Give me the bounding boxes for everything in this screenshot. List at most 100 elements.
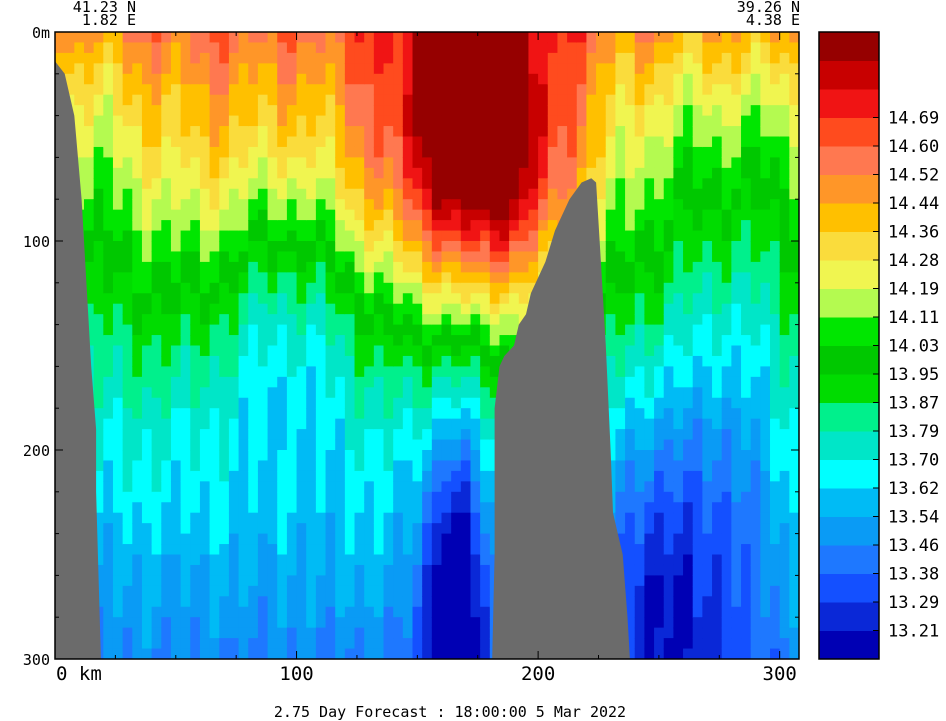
field-cell [779,126,790,138]
field-cell [93,575,104,587]
field-cell [692,408,703,420]
field-cell [112,188,124,200]
field-cell [393,648,404,659]
colorbar-swatch [819,459,879,489]
field-cell [315,178,327,190]
field-cell [209,429,220,441]
field-cell [170,94,182,106]
field-cell [393,157,404,169]
field-cell [190,32,201,44]
field-cell [393,376,404,388]
field-cell [741,303,752,315]
field-cell [654,345,665,357]
field-cell [422,502,433,514]
field-cell [151,627,162,639]
field-cell [634,84,645,96]
field-cell [267,387,278,399]
field-cell [673,73,684,85]
field-cell [402,596,414,608]
field-cell [83,303,95,315]
field-cell [625,387,636,399]
field-cell [170,564,182,576]
field-cell [779,502,790,514]
field-cell [151,32,162,44]
field-cell [277,617,288,629]
field-cell [663,293,674,305]
field-cell [509,94,520,106]
field-cell [605,105,617,117]
field-cell [132,481,143,493]
field-cell [431,314,443,326]
field-cell [712,63,723,75]
field-cell [161,136,172,148]
field-cell [112,94,124,106]
field-cell [770,324,781,336]
field-cell [238,564,249,576]
field-cell [257,335,269,347]
field-cell [760,481,771,493]
field-cell [209,32,220,44]
field-cell [393,314,404,326]
field-cell [431,199,443,211]
field-cell [412,178,423,190]
field-cell [634,617,645,629]
field-cell [228,146,240,158]
field-cell [161,335,172,347]
field-cell [393,387,404,399]
field-cell [199,523,211,535]
field-cell [460,418,472,430]
field-cell [112,596,124,608]
field-cell [412,261,423,273]
field-cell [132,272,143,284]
field-cell [683,429,694,441]
field-cell [634,220,645,232]
field-cell [325,32,336,44]
field-cell [103,199,114,211]
field-cell [489,167,501,179]
field-cell [161,648,172,659]
field-cell [634,272,645,284]
field-cell [209,293,220,305]
field-cell [683,167,694,179]
field-cell [228,418,240,430]
field-cell [499,63,510,75]
field-cell [306,94,317,106]
field-cell [663,397,674,409]
field-cell [625,199,636,211]
field-cell [286,272,298,284]
field-cell [712,617,723,629]
field-cell [151,146,162,158]
field-cell [431,512,443,524]
field-cell [789,199,799,211]
field-cell [325,220,336,232]
field-cell [480,126,491,138]
field-cell [692,146,703,158]
field-cell [199,63,211,75]
field-cell [248,52,259,64]
field-cell [103,533,114,545]
field-cell [267,345,278,357]
field-cell [615,408,626,420]
field-cell [190,502,201,514]
field-cell [248,241,259,253]
field-cell [441,282,452,294]
field-cell [354,502,365,514]
field-cell [112,199,124,211]
field-cell [103,408,114,420]
field-cell [460,84,472,96]
field-cell [238,241,249,253]
field-cell [267,544,278,556]
field-cell [132,429,143,441]
field-cell [779,606,790,618]
field-cell [190,376,201,388]
field-cell [518,230,530,242]
field-cell [451,366,462,378]
field-cell [538,105,549,117]
field-cell [470,460,481,472]
field-cell [470,73,481,85]
field-cell [344,491,356,503]
field-cell [770,564,781,576]
field-cell [180,73,191,85]
field-cell [673,470,684,482]
field-cell [451,481,462,493]
